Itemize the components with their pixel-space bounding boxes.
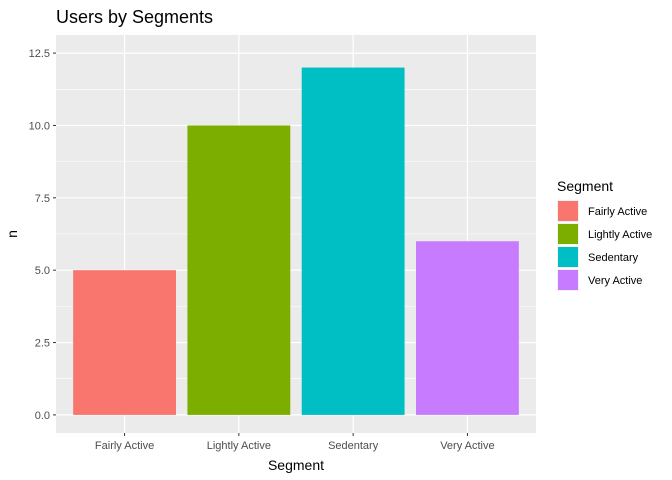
- bars: [73, 67, 519, 415]
- y-tick-label: 5.0: [35, 265, 50, 277]
- legend-label: Sedentary: [588, 252, 639, 264]
- bar-lightly-active: [187, 125, 291, 415]
- x-tick-label: Very Active: [440, 440, 494, 452]
- y-tick-label: 0.0: [35, 410, 50, 422]
- legend-title: Segment: [557, 178, 613, 194]
- x-tick-label: Sedentary: [328, 440, 379, 452]
- y-tick-label: 2.5: [35, 338, 50, 350]
- legend-label: Fairly Active: [588, 206, 647, 218]
- bar-sedentary: [301, 67, 405, 415]
- legend-swatch: [558, 201, 578, 221]
- y-tick-label: 7.5: [35, 193, 50, 205]
- chart-title: Users by Segments: [56, 7, 213, 27]
- legend-swatch: [558, 224, 578, 244]
- x-tick-label: Fairly Active: [95, 440, 154, 452]
- legend-label: Lightly Active: [588, 229, 652, 241]
- y-axis-title: n: [4, 230, 20, 238]
- legend-swatch: [558, 270, 578, 290]
- bar-very-active: [416, 241, 519, 415]
- y-axis: 0.0 2.5 5.0 7.5 10.0 12.5: [29, 48, 56, 422]
- x-tick-label: Lightly Active: [207, 440, 271, 452]
- legend: Segment Fairly Active Lightly Active Seden…: [557, 178, 652, 291]
- x-axis-title: Segment: [268, 457, 324, 473]
- x-axis: Fairly Active Lightly Active Sedentary Very…: [95, 433, 495, 452]
- legend-label: Very Active: [588, 275, 642, 287]
- y-tick-label: 12.5: [29, 48, 50, 60]
- bar-fairly-active: [73, 270, 176, 415]
- legend-swatch: [558, 247, 578, 267]
- y-tick-label: 10.0: [29, 120, 50, 132]
